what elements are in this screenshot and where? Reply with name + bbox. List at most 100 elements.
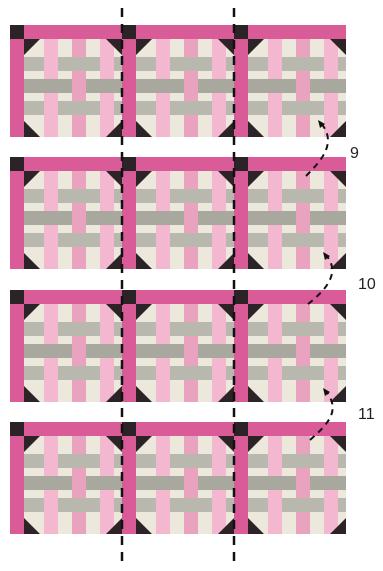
arrow-head-icon bbox=[318, 120, 325, 128]
corner-triangle bbox=[218, 171, 234, 187]
corner-triangle bbox=[330, 386, 346, 402]
weave-crossing bbox=[100, 322, 114, 336]
weave-crossing bbox=[72, 344, 86, 358]
corner-triangle bbox=[24, 518, 40, 534]
weave-crossing bbox=[44, 322, 58, 336]
weave-crossing bbox=[184, 344, 198, 358]
weave-crossing bbox=[100, 498, 114, 512]
weave-crossing bbox=[156, 233, 170, 247]
weave-crossing bbox=[212, 57, 226, 71]
weave-crossing bbox=[72, 79, 86, 93]
sashing-left bbox=[234, 157, 248, 269]
quilt-block bbox=[234, 422, 346, 534]
quilt-block bbox=[10, 157, 122, 269]
corner-triangle bbox=[24, 253, 40, 269]
corner-triangle bbox=[24, 171, 40, 187]
sashing-top bbox=[10, 25, 122, 39]
corner-triangle bbox=[218, 436, 234, 452]
corner-triangle bbox=[136, 518, 152, 534]
weave-crossing bbox=[296, 79, 310, 93]
weave-crossing bbox=[100, 454, 114, 468]
quilt-block bbox=[122, 290, 234, 402]
corner-triangle bbox=[218, 518, 234, 534]
corner-triangle bbox=[330, 39, 346, 55]
sashing-left bbox=[234, 25, 248, 137]
weave-crossing bbox=[44, 57, 58, 71]
corner-triangle bbox=[24, 304, 40, 320]
sashing-top bbox=[122, 157, 234, 171]
sashing-top bbox=[234, 157, 346, 171]
corner-triangle bbox=[24, 39, 40, 55]
corner-triangle bbox=[106, 253, 122, 269]
weave-crossing bbox=[212, 322, 226, 336]
step-label-10: 10 bbox=[358, 276, 376, 293]
corner-square bbox=[234, 25, 248, 39]
weave-crossing bbox=[44, 454, 58, 468]
quilt-block bbox=[10, 25, 122, 137]
weave-crossing bbox=[268, 189, 282, 203]
corner-triangle bbox=[218, 121, 234, 137]
corner-triangle bbox=[218, 304, 234, 320]
corner-triangle bbox=[248, 253, 264, 269]
weave-crossing bbox=[268, 233, 282, 247]
corner-square bbox=[122, 290, 136, 304]
corner-triangle bbox=[24, 436, 40, 452]
sashing-top bbox=[122, 422, 234, 436]
sashing-left bbox=[122, 290, 136, 402]
weave-crossing bbox=[100, 101, 114, 115]
weave-crossing bbox=[156, 366, 170, 380]
quilt-block bbox=[10, 290, 122, 402]
sashing-left bbox=[10, 25, 24, 137]
corner-triangle bbox=[106, 304, 122, 320]
arrow-head-icon bbox=[323, 388, 330, 396]
corner-triangle bbox=[136, 253, 152, 269]
corner-triangle bbox=[248, 436, 264, 452]
quilt-block bbox=[10, 422, 122, 534]
corner-triangle bbox=[136, 39, 152, 55]
corner-triangle bbox=[248, 386, 264, 402]
sashing-top bbox=[10, 157, 122, 171]
quilt-block bbox=[122, 25, 234, 137]
corner-triangle bbox=[106, 518, 122, 534]
sashing-top bbox=[10, 290, 122, 304]
sashing-left bbox=[122, 422, 136, 534]
weave-crossing bbox=[296, 344, 310, 358]
step-label-11: 11 bbox=[358, 406, 375, 423]
sashing-left bbox=[122, 157, 136, 269]
corner-triangle bbox=[248, 171, 264, 187]
weave-crossing bbox=[184, 476, 198, 490]
corner-square bbox=[10, 157, 24, 171]
sashing-top bbox=[10, 422, 122, 436]
corner-triangle bbox=[218, 386, 234, 402]
corner-square bbox=[10, 422, 24, 436]
corner-square bbox=[10, 290, 24, 304]
weave-crossing bbox=[44, 366, 58, 380]
corner-square bbox=[234, 290, 248, 304]
sashing-top bbox=[234, 290, 346, 304]
quilt-block bbox=[234, 290, 346, 402]
weave-crossing bbox=[44, 189, 58, 203]
weave-crossing bbox=[44, 101, 58, 115]
corner-triangle bbox=[330, 436, 346, 452]
corner-square bbox=[122, 422, 136, 436]
corner-square bbox=[10, 25, 24, 39]
weave-crossing bbox=[100, 366, 114, 380]
sashing-left bbox=[122, 25, 136, 137]
corner-triangle bbox=[330, 253, 346, 269]
corner-triangle bbox=[106, 386, 122, 402]
weave-crossing bbox=[44, 498, 58, 512]
corner-triangle bbox=[330, 304, 346, 320]
corner-triangle bbox=[248, 304, 264, 320]
corner-triangle bbox=[136, 171, 152, 187]
corner-triangle bbox=[136, 304, 152, 320]
corner-square bbox=[122, 25, 136, 39]
weave-crossing bbox=[100, 189, 114, 203]
arrow-head-icon bbox=[323, 252, 330, 260]
corner-triangle bbox=[106, 39, 122, 55]
weave-crossing bbox=[156, 101, 170, 115]
weave-crossing bbox=[156, 57, 170, 71]
sashing-top bbox=[234, 25, 346, 39]
weave-crossing bbox=[324, 57, 338, 71]
corner-triangle bbox=[24, 386, 40, 402]
